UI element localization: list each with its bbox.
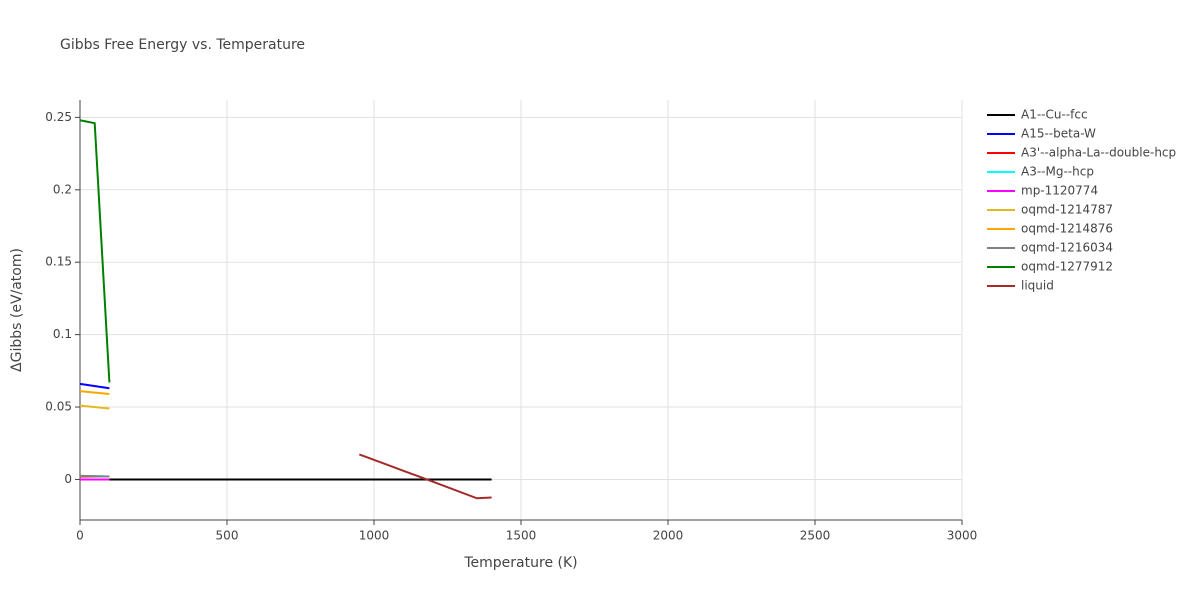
legend-label: oqmd-1216034 (1021, 241, 1113, 255)
y-tick-label: 0.2 (53, 182, 72, 196)
x-tick-label: 3000 (947, 529, 978, 543)
legend-label: A3--Mg--hcp (1021, 165, 1094, 179)
series-line (79, 119, 111, 383)
legend-label: A3'--alpha-La--double-hcp (1021, 146, 1176, 160)
series-line (79, 390, 110, 395)
series-line (79, 404, 110, 410)
y-tick-label: 0 (64, 472, 72, 486)
y-axis-label: ΔGibbs (eV/atom) (9, 248, 25, 372)
x-tick-label: 1500 (506, 529, 537, 543)
y-tick-label: 0.05 (45, 400, 72, 414)
x-tick-label: 2000 (653, 529, 684, 543)
legend-label: A1--Cu--fcc (1021, 108, 1088, 122)
x-tick-label: 1000 (359, 529, 390, 543)
legend-label: mp-1120774 (1021, 184, 1098, 198)
y-tick-label: 0.1 (53, 327, 72, 341)
legend-label: liquid (1021, 279, 1054, 293)
y-tick-label: 0.25 (45, 110, 72, 124)
x-tick-label: 500 (216, 529, 239, 543)
legend-label: A15--beta-W (1021, 127, 1096, 141)
x-tick-label: 0 (76, 529, 84, 543)
x-axis-label: Temperature (K) (463, 555, 577, 571)
series-line (79, 382, 110, 390)
chart-title: Gibbs Free Energy vs. Temperature (60, 37, 305, 53)
y-tick-label: 0.15 (45, 255, 72, 269)
x-tick-label: 2500 (800, 529, 831, 543)
series-line (358, 453, 492, 500)
series-line (79, 474, 110, 478)
legend-label: oqmd-1214787 (1021, 203, 1113, 217)
legend-label: oqmd-1277912 (1021, 260, 1113, 274)
legend-label: oqmd-1214876 (1021, 222, 1113, 236)
